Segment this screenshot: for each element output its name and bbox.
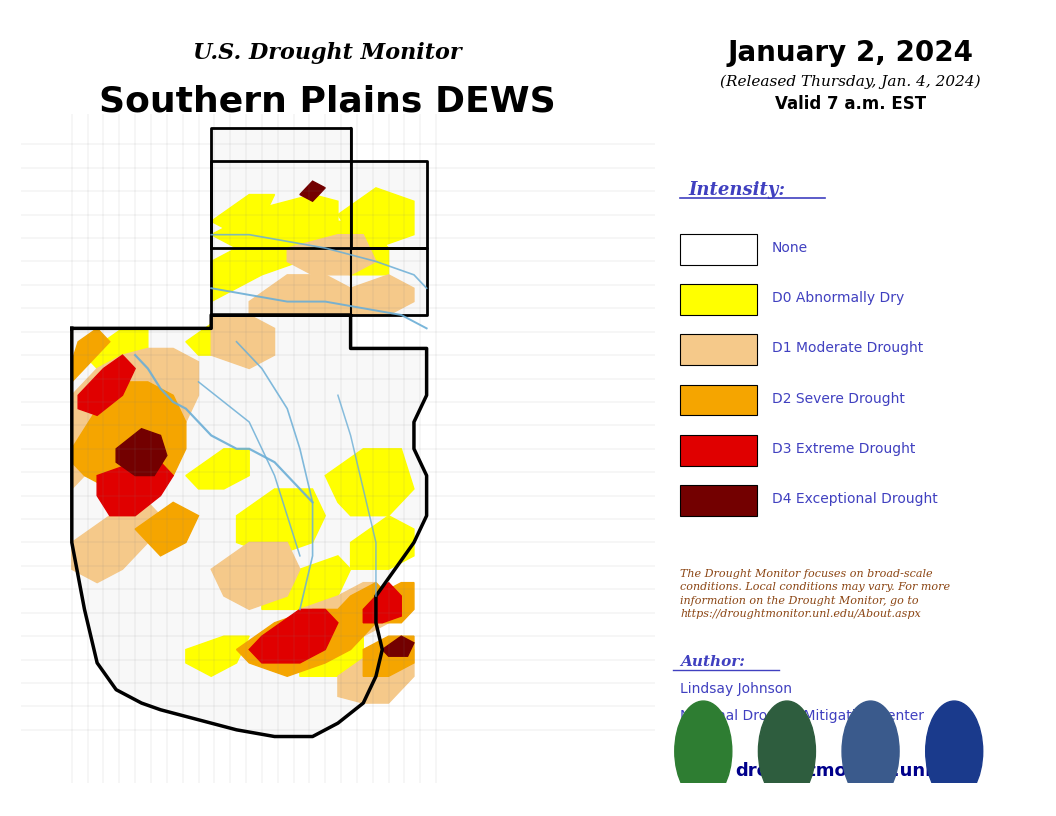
FancyBboxPatch shape	[680, 485, 756, 516]
Polygon shape	[300, 181, 325, 202]
Text: U.S. Drought Monitor: U.S. Drought Monitor	[193, 42, 461, 64]
Text: Southern Plains DEWS: Southern Plains DEWS	[99, 85, 555, 119]
Polygon shape	[211, 543, 300, 610]
Circle shape	[926, 701, 983, 801]
Text: droughtmonitor.unl.edu: droughtmonitor.unl.edu	[735, 762, 976, 780]
Polygon shape	[211, 127, 427, 315]
Polygon shape	[249, 610, 338, 663]
Polygon shape	[97, 462, 173, 516]
Text: Valid 7 a.m. EST: Valid 7 a.m. EST	[774, 95, 926, 113]
Polygon shape	[338, 188, 414, 248]
FancyBboxPatch shape	[680, 335, 756, 366]
Text: January 2, 2024: January 2, 2024	[728, 39, 973, 67]
Text: None: None	[772, 241, 808, 255]
Polygon shape	[72, 315, 427, 737]
Polygon shape	[376, 583, 414, 623]
Polygon shape	[72, 503, 161, 583]
Polygon shape	[72, 348, 199, 489]
Circle shape	[758, 701, 815, 801]
Polygon shape	[300, 636, 363, 676]
Text: NOAA: NOAA	[941, 747, 967, 756]
Polygon shape	[84, 328, 148, 369]
Circle shape	[675, 701, 732, 801]
Polygon shape	[237, 489, 325, 556]
Polygon shape	[287, 221, 389, 275]
Polygon shape	[72, 382, 186, 489]
Polygon shape	[300, 583, 389, 636]
FancyBboxPatch shape	[680, 284, 756, 315]
Text: D4 Exceptional Drought: D4 Exceptional Drought	[772, 492, 938, 506]
Text: Author:: Author:	[680, 655, 746, 669]
Text: D3 Extreme Drought: D3 Extreme Drought	[772, 441, 916, 456]
Text: Lindsay Johnson: Lindsay Johnson	[680, 682, 792, 696]
Polygon shape	[116, 428, 167, 476]
Polygon shape	[382, 636, 414, 656]
Text: National Drought Mitigation Center: National Drought Mitigation Center	[680, 709, 924, 723]
Polygon shape	[186, 449, 249, 489]
Polygon shape	[338, 636, 414, 703]
Polygon shape	[211, 221, 313, 302]
Polygon shape	[211, 194, 275, 235]
Polygon shape	[287, 235, 376, 275]
Polygon shape	[211, 315, 275, 369]
Polygon shape	[186, 315, 249, 355]
Polygon shape	[262, 556, 351, 610]
Polygon shape	[363, 636, 414, 676]
Text: The Drought Monitor focuses on broad-scale
conditions. Local conditions may vary: The Drought Monitor focuses on broad-sca…	[680, 570, 950, 619]
Polygon shape	[363, 583, 401, 623]
Text: D0 Abnormally Dry: D0 Abnormally Dry	[772, 291, 904, 305]
Polygon shape	[72, 328, 110, 382]
FancyBboxPatch shape	[680, 384, 756, 415]
Polygon shape	[211, 194, 338, 248]
Polygon shape	[78, 355, 135, 415]
Polygon shape	[135, 503, 199, 556]
FancyBboxPatch shape	[680, 234, 756, 264]
Polygon shape	[351, 275, 414, 315]
FancyBboxPatch shape	[680, 435, 756, 465]
Text: (Released Thursday, Jan. 4, 2024): (Released Thursday, Jan. 4, 2024)	[720, 74, 980, 89]
Text: Intensity:: Intensity:	[689, 180, 785, 198]
Text: NDMC: NDMC	[773, 747, 802, 756]
Polygon shape	[325, 449, 414, 516]
Text: USDA: USDA	[691, 747, 716, 756]
Polygon shape	[249, 275, 363, 315]
Text: D2 Severe Drought: D2 Severe Drought	[772, 392, 905, 406]
Polygon shape	[186, 636, 249, 676]
Polygon shape	[351, 516, 414, 570]
Polygon shape	[211, 161, 427, 248]
Circle shape	[842, 701, 899, 801]
Text: D1 Moderate Drought: D1 Moderate Drought	[772, 341, 923, 356]
Polygon shape	[237, 583, 389, 676]
